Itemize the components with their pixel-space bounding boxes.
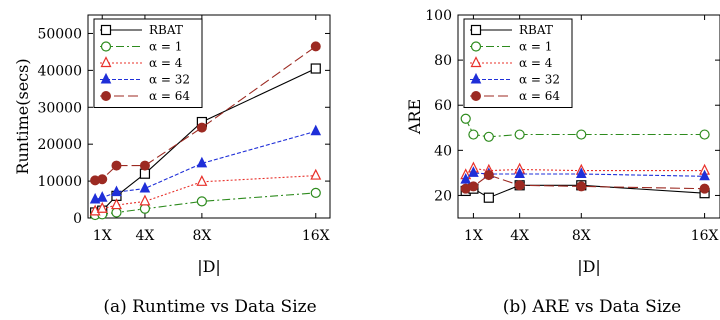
legend-label: α = 4 [149,56,183,70]
data-point [460,113,471,124]
data-point [111,207,122,218]
plot-frame [457,14,720,219]
legend-label: α = 32 [149,73,190,87]
y-tick-label: 30000 [37,100,82,116]
series-line [465,118,705,138]
x-tick-label: 16X [302,228,330,244]
series-line [94,175,316,212]
x-axis-label: |D| [197,257,221,276]
data-point [468,181,479,192]
data-point [310,41,321,52]
data-point [483,170,494,181]
data-point [139,181,151,193]
chart-runtime: 0 10000 20000 30000 40000 50000 1X 4X 8X 16X |D| Ru… [13,14,331,317]
data-point [97,174,108,185]
data-point [468,166,479,177]
x-tick-label: 4X [136,228,155,244]
data-point [575,167,587,179]
x-tick-label: 1X [464,228,483,244]
data-point [699,129,710,140]
series-1 [90,187,321,221]
x-tick-label: 8X [192,228,211,244]
data-point [89,192,101,204]
legend-label: α = 1 [149,40,182,54]
legend-label: α = 64 [149,89,190,103]
series-1 [460,113,710,142]
data-point [139,203,151,214]
data-point [514,129,525,140]
data-point [576,129,587,140]
x-tick-label: 1X [93,228,112,244]
data-point [111,185,122,197]
data-point [460,173,472,184]
data-point [310,63,321,74]
y-tick-label: 10000 [37,174,82,190]
legend-marker [101,91,111,101]
y-tick-label: 40 [434,143,452,159]
data-point [139,160,150,171]
legend-marker [470,24,482,36]
y-tick-label: 0 [73,211,82,227]
data-point [310,168,322,180]
data-point [196,122,207,133]
data-point [468,129,479,140]
x-axis-label: |D| [577,257,601,276]
y-axis-label: ARE [405,99,424,135]
chart-caption: (b) ARE vs Data Size [503,297,681,317]
legend-marker [470,41,482,52]
data-point [699,183,710,194]
plot-frame [87,14,331,219]
legend-marker [100,72,112,84]
data-point [111,160,122,171]
legend-label: α = 32 [519,73,560,87]
y-tick-label: 100 [425,8,452,24]
data-point [310,187,321,199]
chart-are: 20 40 60 80 100 1X 4X 8X 16X |D| ARE (b) ARE vs Dat… [405,8,720,317]
data-point [110,198,122,210]
legend-marker [470,72,482,84]
data-point [483,131,494,142]
data-point [514,167,525,179]
data-point [310,124,322,136]
series-3 [89,124,322,204]
y-tick-label: 80 [434,53,452,69]
data-point [576,181,587,192]
x-tick-label: 8X [572,228,591,244]
y-tick-label: 20 [434,188,452,204]
data-point [96,191,108,202]
data-point [483,192,494,203]
legend-marker [470,56,482,68]
legend-marker [471,91,481,101]
y-tick-label: 60 [434,98,452,114]
y-axis-label: Runtime(secs) [13,58,32,174]
legend: RBAT α = 1 α = 4 α = 32 α = 64 [463,18,573,108]
legend-label: α = 4 [519,56,553,70]
legend-label: α = 64 [519,89,560,103]
x-tick-label: 4X [510,228,529,244]
legend-marker [100,56,112,68]
data-point [514,180,525,191]
series-4 [460,170,710,194]
y-tick-label: 50000 [37,26,82,42]
data-point [139,194,151,206]
chart-caption: (a) Runtime vs Data Size [103,297,316,317]
series-4 [90,41,321,186]
data-point [196,196,207,207]
data-point [96,201,108,213]
y-tick-label: 20000 [37,137,82,153]
series-2 [89,168,322,216]
x-tick-label: 16X [691,228,719,244]
legend-label: RBAT [519,23,553,37]
y-tick-label: 40000 [37,63,82,79]
data-point [699,169,710,181]
data-point [196,156,208,168]
legend: RBAT α = 1 α = 4 α = 32 α = 64 [93,18,203,108]
data-point [196,174,208,186]
legend-label: RBAT [149,23,183,37]
legend-label: α = 1 [519,40,552,54]
legend-marker [100,24,112,36]
legend-marker [100,41,112,52]
